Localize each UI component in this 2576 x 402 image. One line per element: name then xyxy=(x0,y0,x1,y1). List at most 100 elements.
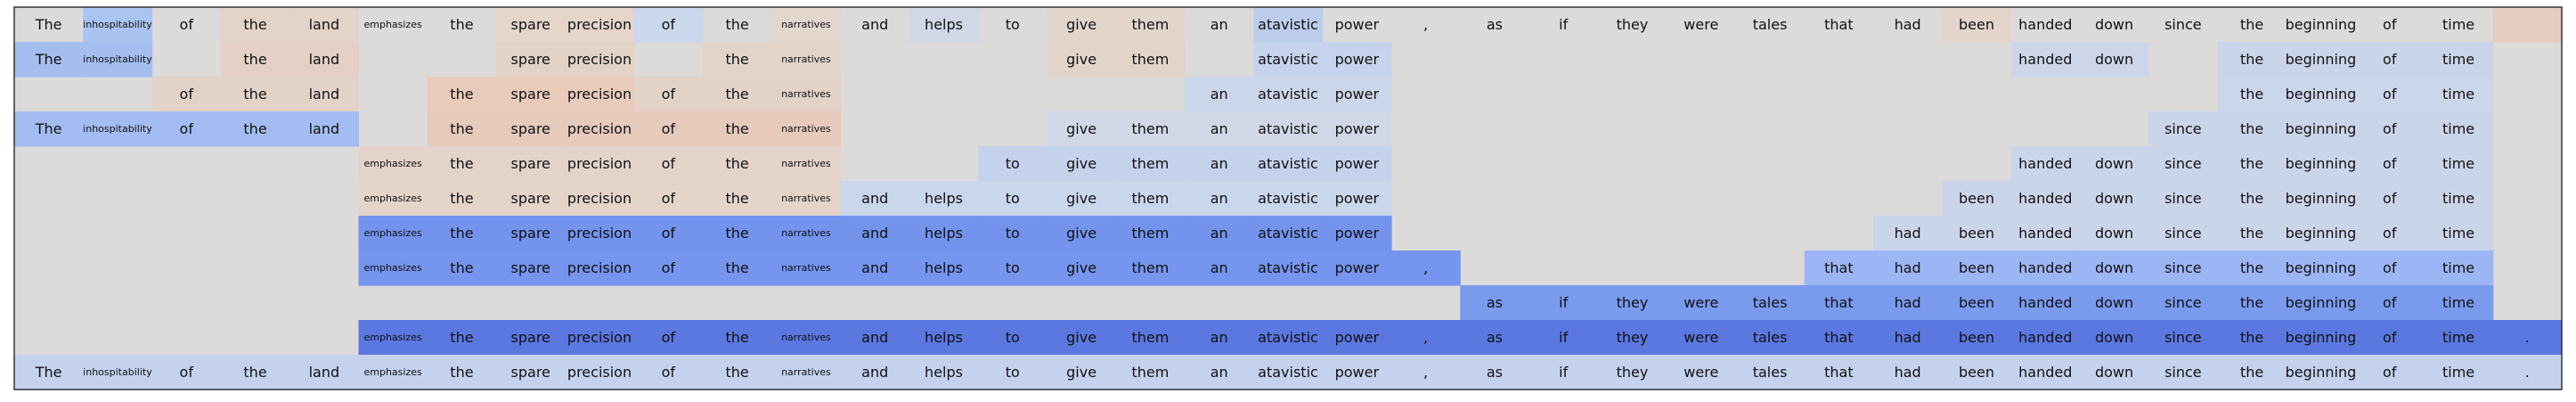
heatmap-cell xyxy=(1253,146,1324,182)
heatmap-cell xyxy=(289,355,360,390)
token-label: narratives xyxy=(781,193,831,204)
heatmap-cell xyxy=(2492,7,2563,43)
token-label: the xyxy=(450,155,473,172)
heatmap-cell xyxy=(2355,250,2425,286)
heatmap-cell xyxy=(2217,320,2287,356)
token-label: of xyxy=(2383,294,2397,311)
token-label: down xyxy=(2095,364,2133,381)
heatmap-cell xyxy=(2148,250,2219,286)
heatmap-cell xyxy=(2286,77,2356,112)
token-label: to xyxy=(1006,364,1020,381)
token-label: they xyxy=(1617,329,1649,346)
heatmap-cell xyxy=(496,250,566,286)
token-label: to xyxy=(1006,329,1020,346)
token-label: down xyxy=(2095,259,2133,276)
heatmap-cell xyxy=(909,320,979,356)
heatmap-cell xyxy=(702,216,772,251)
heatmap-cell xyxy=(2079,355,2149,390)
token-label: beginning xyxy=(2286,86,2357,103)
heatmap-cell xyxy=(771,42,842,78)
token-label: had xyxy=(1895,329,1921,346)
heatmap-cell xyxy=(978,320,1048,356)
heatmap-cell xyxy=(2424,285,2494,321)
token-label: power xyxy=(1335,120,1380,137)
token-label: power xyxy=(1335,155,1380,172)
heatmap-cell xyxy=(496,7,566,43)
heatmap-cell xyxy=(1185,77,1254,112)
token-label: beginning xyxy=(2286,225,2357,242)
heatmap-cell xyxy=(1942,250,2012,286)
token-label: atavistic xyxy=(1258,86,1318,103)
token-label: emphasizes xyxy=(364,19,423,30)
heatmap-cell xyxy=(427,111,497,147)
heatmap-cell xyxy=(1185,146,1254,182)
token-label: the xyxy=(725,225,748,242)
token-label: land xyxy=(309,16,340,33)
token-label: precision xyxy=(567,86,632,103)
token-label: of xyxy=(662,364,676,381)
heatmap-border xyxy=(13,6,2563,390)
heatmap-cell xyxy=(2424,181,2494,217)
heatmap-cell xyxy=(427,181,497,217)
token-label: , xyxy=(1423,16,1428,33)
token-label: atavistic xyxy=(1258,51,1318,68)
heatmap-cell xyxy=(2286,285,2356,321)
heatmap-cell xyxy=(1047,216,1117,251)
token-label: of xyxy=(2383,329,2397,346)
token-label: of xyxy=(180,16,194,33)
token-label: them xyxy=(1131,329,1169,346)
token-label: the xyxy=(450,259,473,276)
token-label: precision xyxy=(567,16,632,33)
token-label: spare xyxy=(511,86,550,103)
token-label: time xyxy=(2442,190,2474,207)
token-label: the xyxy=(450,364,473,381)
heatmap-cell xyxy=(1047,250,1117,286)
heatmap-cell xyxy=(2424,250,2494,286)
heatmap-cell xyxy=(840,355,910,390)
heatmap-cell xyxy=(2286,355,2356,390)
token-label: of xyxy=(180,120,194,137)
heatmap-cell xyxy=(220,7,290,43)
heatmap-cell xyxy=(151,111,222,147)
token-label: handed xyxy=(2018,259,2072,276)
heatmap-cell xyxy=(978,146,1048,182)
token-label: time xyxy=(2442,225,2474,242)
token-label: narratives xyxy=(781,262,831,274)
token-label: atavistic xyxy=(1258,120,1318,137)
heatmap-cell xyxy=(1390,320,1461,356)
heatmap-cell xyxy=(2286,216,2356,251)
token-label: time xyxy=(2442,120,2474,137)
heatmap-cell xyxy=(427,216,497,251)
token-label: them xyxy=(1131,51,1169,68)
heatmap-cell xyxy=(2010,250,2081,286)
token-label: emphasizes xyxy=(364,366,423,378)
heatmap-cell xyxy=(1185,250,1254,286)
heatmap-cell xyxy=(14,355,84,390)
token-label: atavistic xyxy=(1258,329,1318,346)
token-label: since xyxy=(2164,259,2202,276)
heatmap-cell xyxy=(83,7,153,43)
token-label: that xyxy=(1824,329,1854,346)
heatmap-cell xyxy=(289,77,360,112)
heatmap-cell xyxy=(565,250,635,286)
heatmap-cell xyxy=(909,7,979,43)
heatmap-cell xyxy=(2217,250,2287,286)
heatmap-cell xyxy=(2424,320,2494,356)
heatmap-cell xyxy=(565,111,635,147)
heatmap-cell xyxy=(2148,146,2219,182)
token-label: been xyxy=(1959,190,1994,207)
heatmap-cell xyxy=(2079,146,2149,182)
token-label: emphasizes xyxy=(364,332,423,343)
token-label: give xyxy=(1066,51,1096,68)
token-label: tales xyxy=(1753,294,1788,311)
token-label: of xyxy=(2383,16,2397,33)
token-label: narratives xyxy=(781,19,831,30)
heatmap-cell xyxy=(1047,355,1117,390)
token-label: of xyxy=(662,225,676,242)
heatmap-cell xyxy=(2079,181,2149,217)
heatmap-cell xyxy=(633,181,704,217)
heatmap-cell xyxy=(1322,355,1392,390)
heatmap-cell xyxy=(1804,355,1874,390)
token-label: beginning xyxy=(2286,155,2357,172)
heatmap-cell xyxy=(2286,42,2356,78)
